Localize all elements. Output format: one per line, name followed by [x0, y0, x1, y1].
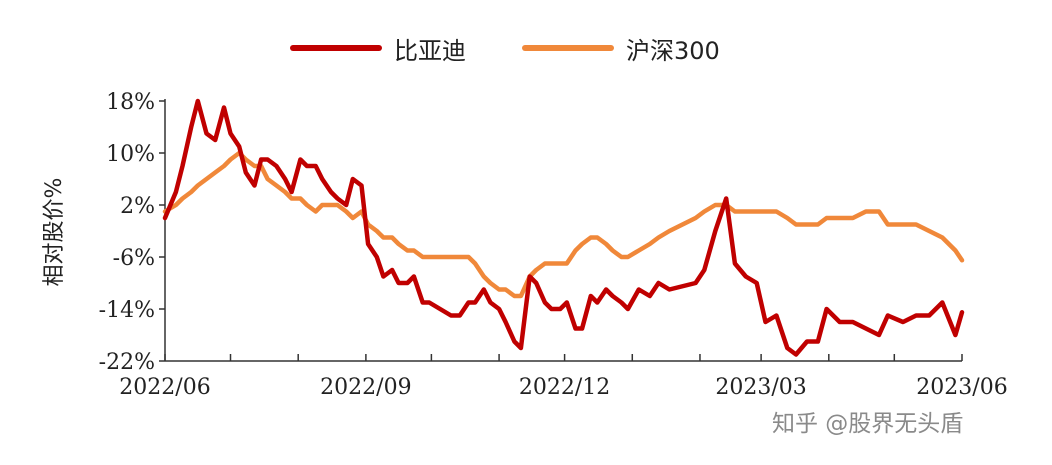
x-tick-label: 2023/06 [916, 375, 1007, 400]
chart-series-layer [162, 98, 965, 357]
y-tick-label: -22% [99, 350, 155, 375]
legend-swatch-csi300 [522, 45, 614, 51]
x-tick-label: 2022/09 [320, 375, 411, 400]
x-tick-label: 2023/03 [715, 375, 806, 400]
legend-label-csi300: 沪深300 [626, 36, 720, 65]
x-tick-label: 2022/06 [119, 375, 210, 400]
y-tick-label: -6% [113, 246, 155, 271]
series-line-byd [162, 98, 965, 357]
watermark: 知乎 @股界无头盾 [772, 411, 964, 437]
y-tick-label: 18% [106, 90, 155, 115]
legend-item-csi300: 沪深300 [522, 28, 720, 68]
chart-legend: 比亚迪 沪深300 [0, 28, 1052, 68]
legend-swatch-byd [290, 45, 382, 51]
legend-item-byd: 比亚迪 [290, 28, 466, 68]
y-tick-label: 2% [120, 194, 155, 219]
y-tick-label: 10% [106, 142, 155, 167]
y-tick-label: -14% [99, 298, 155, 323]
series-line-csi300 [162, 150, 965, 299]
chart-axes [159, 99, 963, 362]
x-tick-label: 2022/12 [519, 375, 610, 400]
chart-tick-labels: 18% 10% 2% -6% -14% -22%2022/06 2022/09 2022/12… [99, 90, 1008, 400]
y-axis-label: 相对股价% [42, 177, 67, 287]
legend-label-byd: 比亚迪 [394, 36, 466, 65]
